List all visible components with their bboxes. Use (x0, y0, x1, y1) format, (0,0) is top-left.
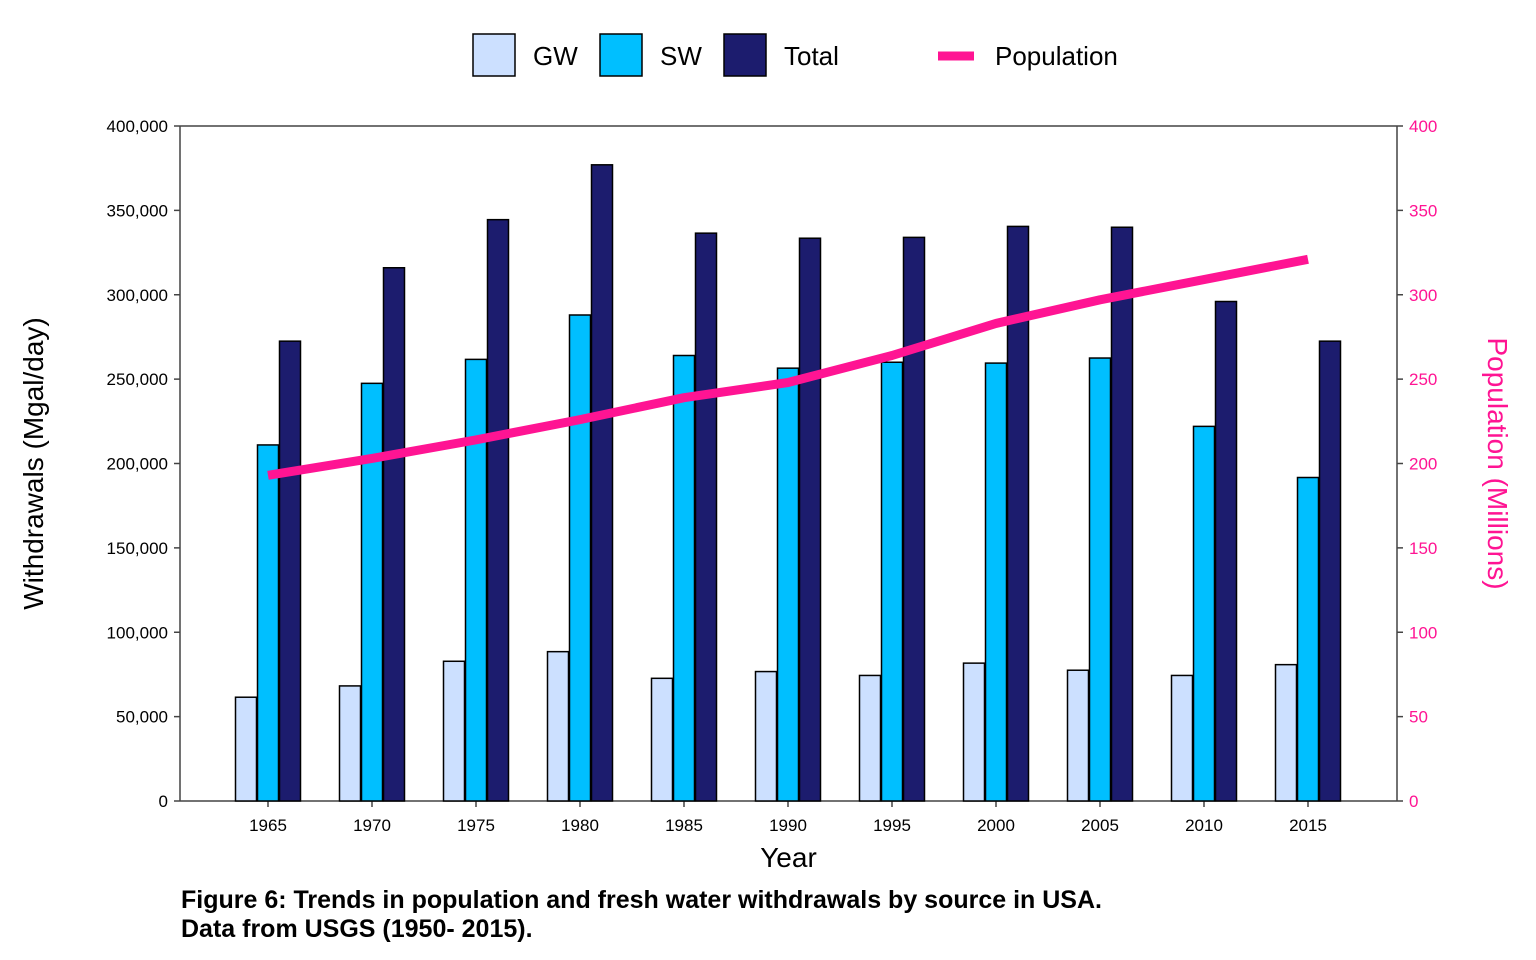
population-line (267, 254, 1309, 480)
y2-tick-label: 200 (1409, 455, 1437, 474)
y2-tick-label: 150 (1409, 539, 1437, 558)
y-tick-label: 50,000 (116, 708, 168, 727)
axes: 0 50,000 100,000 150,000 200,000 250,000 300,0… (18, 117, 1513, 873)
legend-label-sw: SW (660, 41, 702, 71)
x-tick-label: 1980 (561, 816, 599, 835)
legend-swatch-gw (472, 33, 516, 77)
bar-gw-1975 (442, 660, 466, 802)
legend-label-population: Population (995, 41, 1118, 71)
y2-tick-label: 50 (1409, 708, 1428, 727)
bar-total-2005 (1110, 226, 1134, 802)
bar-total-1965 (278, 340, 302, 802)
bar-gw-1965 (234, 696, 258, 802)
bar-gw-1980 (546, 650, 570, 802)
bar-sw-1965 (256, 444, 280, 802)
legend-label-total: Total (784, 41, 839, 71)
bar-gw-2010 (1170, 674, 1194, 802)
caption-line-1: Figure 6: Trends in population and fresh… (181, 886, 1102, 914)
bar-sw-1985 (672, 354, 696, 802)
y-tick-label: 400,000 (107, 117, 168, 136)
population-line-group (267, 254, 1309, 480)
bar-sw-1995 (880, 361, 904, 802)
bar-gw-1990 (754, 670, 778, 802)
bar-sw-2010 (1192, 425, 1216, 802)
x-tick-label: 1995 (873, 816, 911, 835)
bar-gw-2000 (962, 662, 986, 802)
bar-sw-1980 (568, 314, 592, 802)
y-tick-label: 0 (159, 792, 168, 811)
y-tick-label: 350,000 (107, 201, 168, 220)
bar-gw-1970 (338, 685, 362, 802)
y2-axis-title: Population (Millions) (1482, 337, 1513, 589)
bar-total-1975 (486, 218, 510, 802)
bar-sw-1990 (776, 367, 800, 802)
legend-swatch-sw (599, 33, 643, 77)
bar-gw-1995 (858, 674, 882, 802)
bar-total-1985 (694, 232, 718, 802)
legend: GW SW Total Population (472, 33, 1118, 77)
x-tick-label: 2015 (1289, 816, 1327, 835)
bar-gw-2005 (1066, 669, 1090, 802)
bar-total-1995 (902, 236, 926, 802)
y2-tick-label: 400 (1409, 117, 1437, 136)
bar-sw-2005 (1088, 357, 1112, 802)
x-tick-label: 1990 (769, 816, 807, 835)
x-tick-label: 1975 (457, 816, 495, 835)
caption-line-2: Data from USGS (1950- 2015). (181, 915, 533, 943)
y2-tick-label: 350 (1409, 201, 1437, 220)
bar-total-2015 (1318, 340, 1342, 802)
x-tick-label: 2000 (977, 816, 1015, 835)
y2-tick-label: 250 (1409, 370, 1437, 389)
y2-tick-label: 0 (1409, 792, 1418, 811)
y2-tick-label: 100 (1409, 623, 1437, 642)
bar-sw-1975 (464, 358, 488, 802)
x-tick-label: 1965 (249, 816, 287, 835)
bars (234, 164, 1342, 802)
bar-total-2000 (1006, 225, 1030, 802)
x-tick-label: 1985 (665, 816, 703, 835)
y-tick-label: 300,000 (107, 286, 168, 305)
y2-tick-label: 300 (1409, 286, 1437, 305)
bar-total-1990 (798, 237, 822, 802)
x-axis-title: Year (760, 842, 817, 873)
x-tick-label: 2010 (1185, 816, 1223, 835)
x-tick-label: 1970 (353, 816, 391, 835)
legend-swatch-total (723, 33, 767, 77)
bar-sw-1970 (360, 382, 384, 802)
legend-label-gw: GW (533, 41, 578, 71)
bar-gw-2015 (1274, 663, 1298, 802)
y-tick-label: 150,000 (107, 539, 168, 558)
bar-total-1980 (590, 164, 614, 802)
y-tick-label: 100,000 (107, 623, 168, 642)
y-tick-label: 250,000 (107, 370, 168, 389)
bar-sw-2000 (984, 362, 1008, 802)
bar-total-2010 (1214, 300, 1238, 802)
y-tick-label: 200,000 (107, 455, 168, 474)
x-tick-label: 2005 (1081, 816, 1119, 835)
y-axis-title: Withdrawals (Mgal/day) (18, 317, 49, 610)
bar-gw-1985 (650, 677, 674, 802)
bar-sw-2015 (1296, 476, 1320, 802)
bar-total-1970 (382, 267, 406, 802)
figure-caption: Figure 6: Trends in population and fresh… (181, 886, 1102, 944)
